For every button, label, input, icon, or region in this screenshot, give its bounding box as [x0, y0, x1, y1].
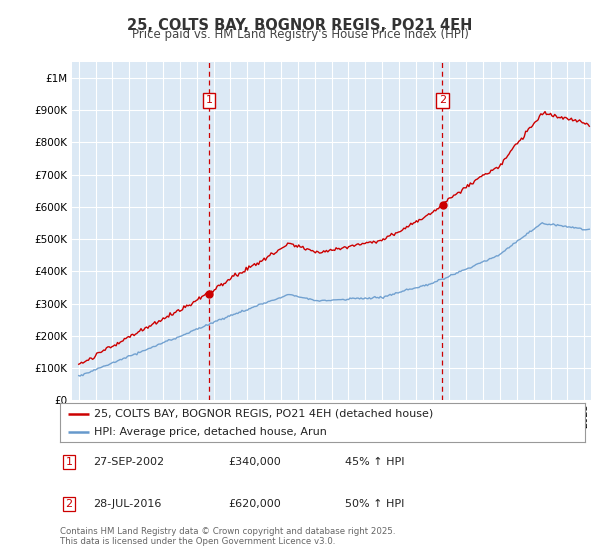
Text: HPI: Average price, detached house, Arun: HPI: Average price, detached house, Arun [94, 427, 327, 437]
Text: 28-JUL-2016: 28-JUL-2016 [93, 499, 161, 509]
Text: 1: 1 [65, 457, 73, 467]
Text: Contains HM Land Registry data © Crown copyright and database right 2025.
This d: Contains HM Land Registry data © Crown c… [60, 526, 395, 546]
Text: £620,000: £620,000 [228, 499, 281, 509]
Text: 25, COLTS BAY, BOGNOR REGIS, PO21 4EH (detached house): 25, COLTS BAY, BOGNOR REGIS, PO21 4EH (d… [94, 409, 433, 419]
Text: 45% ↑ HPI: 45% ↑ HPI [345, 457, 404, 467]
Text: 50% ↑ HPI: 50% ↑ HPI [345, 499, 404, 509]
Text: 2: 2 [439, 95, 446, 105]
Text: 2: 2 [65, 499, 73, 509]
Text: £340,000: £340,000 [228, 457, 281, 467]
Text: 1: 1 [206, 95, 212, 105]
Text: Price paid vs. HM Land Registry's House Price Index (HPI): Price paid vs. HM Land Registry's House … [131, 28, 469, 41]
Text: 27-SEP-2002: 27-SEP-2002 [93, 457, 164, 467]
Text: 25, COLTS BAY, BOGNOR REGIS, PO21 4EH: 25, COLTS BAY, BOGNOR REGIS, PO21 4EH [127, 18, 473, 33]
